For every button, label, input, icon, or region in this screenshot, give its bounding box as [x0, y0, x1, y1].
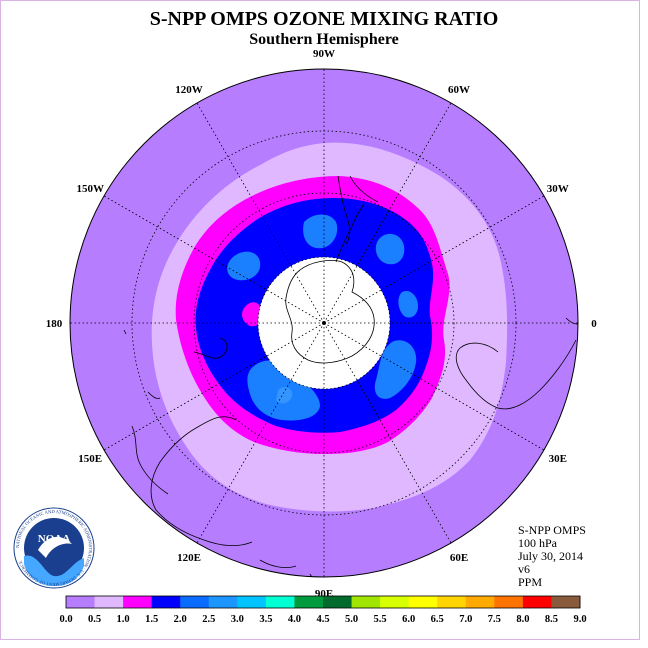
band-2.0-2.5-blobs: [227, 214, 418, 421]
globe-edge: [69, 68, 579, 578]
colorbar-swatch: [94, 596, 124, 608]
colorbar-swatch: [180, 596, 210, 608]
colorbar-swatch: [551, 596, 581, 608]
colorbar-tick-label: 5.5: [374, 614, 387, 625]
colorbar-tick-label: 3.0: [231, 614, 244, 625]
colorbar-tick-label: 0.5: [88, 614, 101, 625]
map-title: S-NPP OMPS OZONE MIXING RATIO: [149, 8, 499, 30]
noaa-logo-text: NOAA: [38, 533, 70, 545]
colorbar-tick-label: 8.0: [516, 614, 529, 625]
colorbar-swatch: [294, 596, 324, 608]
longitude-label: 150E: [78, 453, 102, 465]
colorbar-swatch: [351, 596, 381, 608]
noaa-logo: NOAA NATIONAL OCEANIC AND ATMOSPHERIC AD…: [13, 507, 95, 589]
polar-gap-edge: [322, 321, 326, 325]
longitude-label: 120W: [175, 84, 203, 96]
colorbar-tick-label: 1.5: [145, 614, 158, 625]
colorbar-tick-label: 2.5: [202, 614, 215, 625]
colorbar-tick-label: 7.0: [459, 614, 472, 625]
graticule: [70, 69, 578, 577]
longitude-label: 60E: [450, 552, 468, 564]
info-level: 100 hPa: [518, 536, 557, 550]
info-units: PPM: [518, 575, 543, 589]
colorbar-tick-label: 6.0: [402, 614, 415, 625]
continent-outlines: [123, 175, 578, 577]
colorbar-swatch: [380, 596, 410, 608]
page-frame: [0, 0, 640, 640]
colorbar-tick-label: 9.0: [573, 614, 586, 625]
info-instrument: S-NPP OMPS: [518, 523, 586, 537]
longitude-label: 30E: [549, 453, 567, 465]
info-version: v6: [518, 562, 530, 576]
map-subtitle: Southern Hemisphere: [249, 31, 399, 48]
colorbar-swatch: [265, 596, 295, 608]
longitude-label: 120E: [177, 552, 201, 564]
colorbar-tick-label: 1.0: [117, 614, 130, 625]
colorbar-tick-label: 5.0: [345, 614, 358, 625]
longitude-label: 90W: [313, 48, 335, 60]
colorbar-swatch: [408, 596, 438, 608]
info-block: S-NPP OMPS 100 hPa July 30, 2014 v6 PPM: [518, 524, 586, 589]
colorbar-swatch: [494, 596, 524, 608]
colorbar-swatch: [237, 596, 267, 608]
longitude-label: 0: [591, 318, 597, 330]
colorbar-swatch: [437, 596, 467, 608]
colorbar-tick-label: 0.0: [59, 614, 72, 625]
colorbar-tick-label: 4.5: [316, 614, 329, 625]
colorbar-swatch: [323, 596, 353, 608]
longitude-label: 30W: [547, 183, 569, 195]
colorbar-swatch: [465, 596, 495, 608]
colorbar-tick-label: 4.0: [288, 614, 301, 625]
colorbar-swatch: [123, 596, 153, 608]
colorbar-swatch: [522, 596, 552, 608]
latitude-circle: [193, 192, 455, 454]
info-date: July 30, 2014: [518, 549, 584, 563]
magenta-lobe: [242, 302, 263, 327]
colorbar-border: [65, 595, 581, 609]
colorbar-tick-label: 6.5: [431, 614, 444, 625]
colorbar-tick-label: 8.5: [545, 614, 558, 625]
colorbar-tick-label: 2.0: [174, 614, 187, 625]
colorbar-swatch: [151, 596, 181, 608]
latitude-circle: [257, 256, 391, 390]
colorbar: 0.0 0.5 1.0 1.5 2.0 2.5 3.0 3.5 4.0 4.5 5.0 5.5 6.0 6…: [59, 595, 587, 625]
longitude-label: 150W: [76, 183, 104, 195]
colorbar-swatch: [66, 596, 96, 608]
colorbar-tick-label: 7.5: [488, 614, 501, 625]
longitude-label: 60W: [448, 84, 470, 96]
colorbar-tick-label: 3.5: [259, 614, 272, 625]
longitude-label: 180: [46, 318, 63, 330]
colorbar-swatch: [208, 596, 238, 608]
